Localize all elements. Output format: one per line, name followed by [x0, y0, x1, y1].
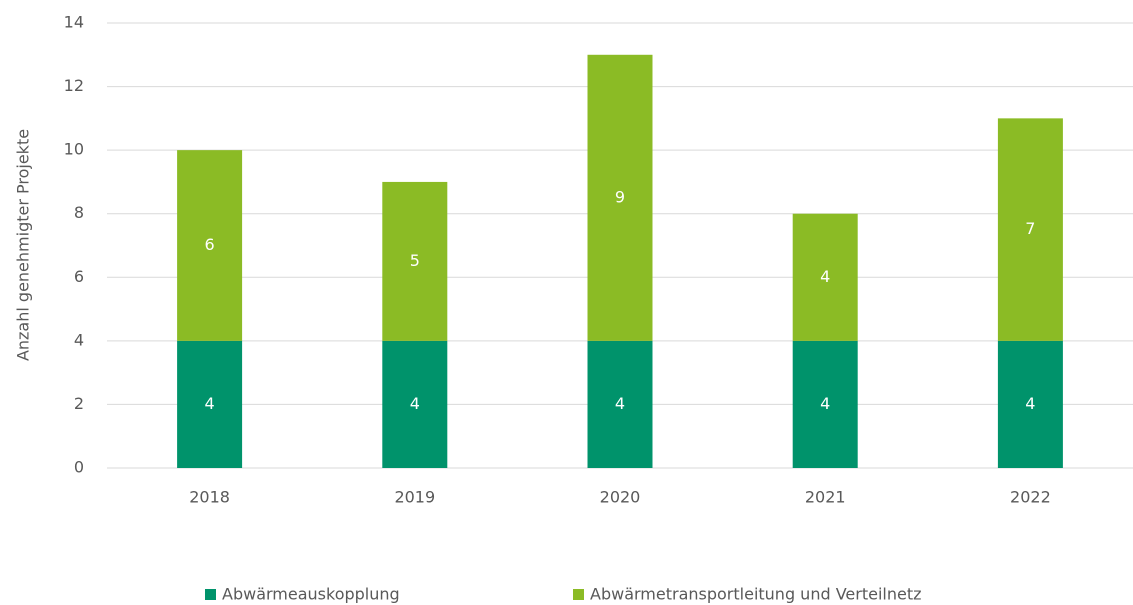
- bar-segment: [382, 181, 448, 341]
- bar-segment: [587, 54, 653, 341]
- data-label: 4: [820, 394, 830, 413]
- x-tick-label: 2022: [1010, 488, 1051, 507]
- data-label: 4: [205, 394, 215, 413]
- y-tick-label: 0: [74, 458, 84, 477]
- data-label: 9: [615, 187, 625, 206]
- y-tick-label: 2: [74, 394, 84, 413]
- data-label: 4: [615, 394, 625, 413]
- bar-segment: [587, 340, 653, 468]
- x-tick-label: 2021: [805, 488, 846, 507]
- bar-segment: [792, 340, 858, 468]
- y-tick-label: 10: [64, 140, 84, 159]
- x-tick-label: 2019: [394, 488, 435, 507]
- bar-segment: [177, 150, 243, 341]
- bar-segment: [997, 118, 1063, 341]
- data-label: 4: [1025, 394, 1035, 413]
- legend-label: Abwärmetransportleitung und Verteilnetz: [590, 585, 922, 604]
- legend-swatch: [205, 589, 216, 600]
- legend-swatch: [573, 589, 584, 600]
- y-tick-label: 12: [64, 76, 84, 95]
- data-label: 7: [1025, 219, 1035, 238]
- bar-segment: [792, 213, 858, 341]
- x-tick-label: 2018: [189, 488, 230, 507]
- x-tick-label: 2020: [600, 488, 641, 507]
- bar-segment: [177, 340, 243, 468]
- y-axis-label: Anzahl genehmigter Projekte: [14, 129, 33, 361]
- bar-segment: [382, 340, 448, 468]
- data-label: 5: [410, 251, 420, 270]
- bar-segment: [997, 340, 1063, 468]
- data-label: 6: [205, 235, 215, 254]
- data-label: 4: [410, 394, 420, 413]
- y-tick-label: 8: [74, 203, 84, 222]
- legend-label: Abwärmeauskopplung: [222, 585, 400, 604]
- y-tick-label: 6: [74, 267, 84, 286]
- y-tick-label: 14: [64, 13, 84, 32]
- data-label: 4: [820, 267, 830, 286]
- y-tick-label: 4: [74, 330, 84, 349]
